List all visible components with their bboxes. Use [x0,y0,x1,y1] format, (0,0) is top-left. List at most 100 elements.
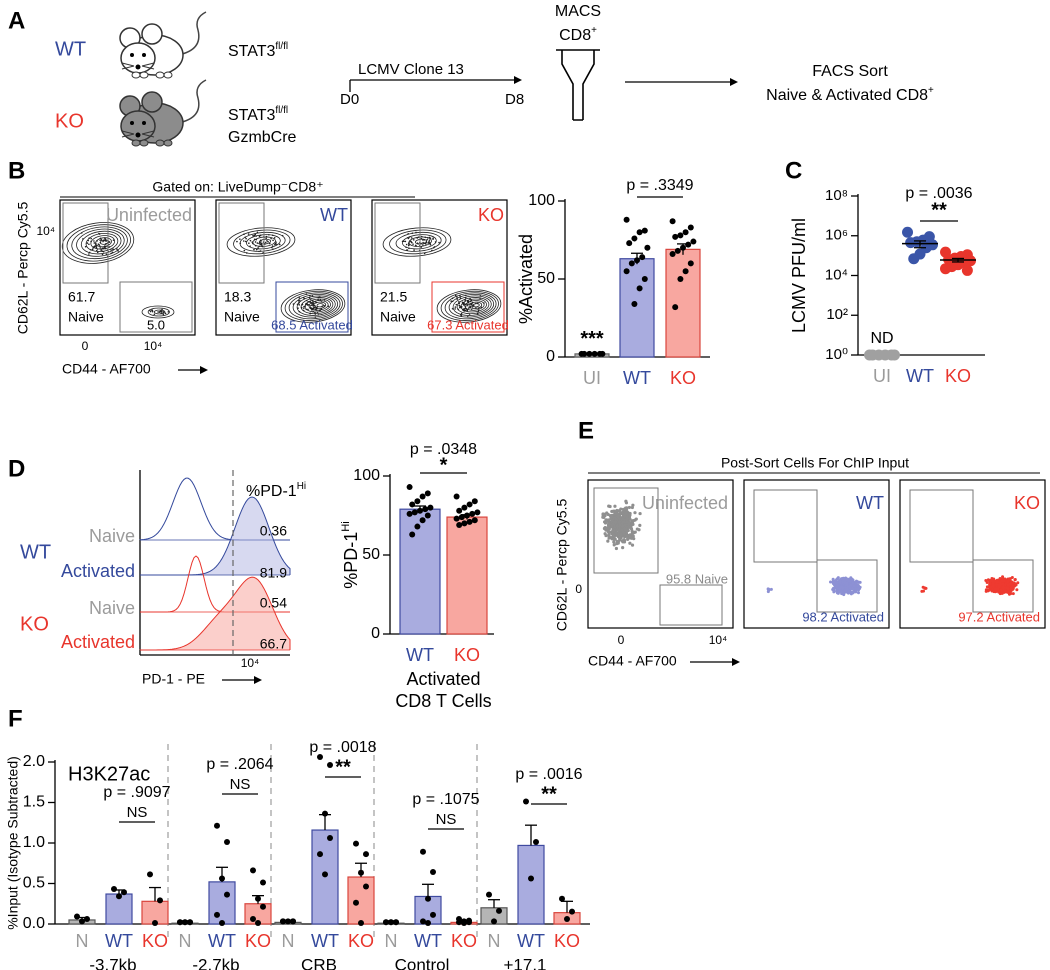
cell-dot [405,243,408,246]
cell-dot [621,546,625,550]
cell-dot [609,515,613,519]
y-axis-label: %Activated [516,234,536,324]
cell-dot [851,591,855,595]
bar [665,248,701,358]
gate [374,202,421,284]
cell-dot [257,247,259,249]
cell-dot [623,523,627,527]
series-label: KO [245,931,271,951]
contour [436,289,502,323]
cell-dot [245,237,247,240]
data-point [466,919,472,926]
x-axis-label: CD8 T Cells [395,691,491,711]
cell-dot [609,536,613,540]
data-point [523,798,529,805]
p-value: p = .0018 [309,739,376,756]
cell-dot [299,299,301,302]
cell-dot [259,243,261,246]
gate [816,559,878,613]
contour [448,293,495,318]
cell-dot [323,304,326,307]
significance: * [440,454,448,476]
cell-dot [838,579,842,583]
data-point [427,504,434,511]
contour [414,238,428,245]
cell-dot [110,249,112,251]
data-point [74,913,80,920]
y-tick-label: 10⁸ [825,187,848,204]
cell-dot [631,534,635,538]
y-tick-label: 1.0 [23,834,45,851]
contour [440,290,499,321]
series-label: KO [451,931,477,951]
data-point [214,822,220,829]
data-point [905,237,917,249]
cell-dot [612,543,616,547]
panel-label: E [578,417,594,444]
cell-dot [858,580,862,584]
cell-dot [84,245,87,248]
cell-dot [628,517,632,521]
series-label: KO [554,931,580,951]
cell-dot [612,537,616,542]
gate-value: 81.9 [260,565,287,581]
cell-dot [985,580,989,584]
mouse-whisker [141,133,155,138]
data-point [471,517,478,524]
mouse-whisker [121,65,135,70]
y-axis-label: %Input (Isotype Subtracted) [5,756,21,930]
cell-dot [632,537,636,541]
cell-dot [93,240,95,242]
x-tick-label: KO [945,366,971,386]
data-point [940,263,952,275]
gate-value: 97.2 Activated [958,609,1040,624]
cell-dot [244,240,247,243]
mouse-whisker [121,133,135,138]
group-label: WT [20,541,51,563]
p-value: p = .0016 [515,766,582,783]
data-point [888,349,900,361]
data-point [453,515,460,522]
cell-dot [837,589,841,593]
cell-dot [630,543,635,547]
mouse-ear [141,91,163,113]
data-point [564,915,570,922]
x-tick-label: WT [906,366,934,386]
cell-dot [606,512,610,517]
cell-dot [996,580,1000,584]
data-point [430,911,436,918]
data-point [669,251,676,258]
cell-dot [624,512,628,516]
x-tick-label: +17.1 [503,955,546,970]
cell-dot [829,580,833,584]
data-point [419,517,426,524]
cell-dot [993,587,997,591]
mouse-icon [119,11,207,79]
cell-dot [1002,579,1006,583]
cell-dot [615,524,619,528]
cell-dot [1011,584,1015,588]
data-point [639,254,646,261]
bar [208,881,236,925]
data-point [358,920,364,926]
p-value: p = .1075 [412,791,479,808]
bar [517,844,545,925]
data-point [322,871,328,878]
cell-dot [611,522,615,526]
contour [296,295,336,316]
cell-dot [258,235,261,238]
x-tick-label: 0 [82,339,89,353]
contour [464,300,485,311]
contour [382,227,452,257]
mouse-whisker [141,65,155,70]
data-point [406,484,413,491]
timeline-start: D0 [340,91,359,108]
mouse-eye [130,53,134,57]
cell-dot [624,506,628,510]
mouse-foot [139,71,149,79]
cell-dot [467,303,469,306]
p-value: p = .9097 [103,784,170,801]
x-axis-label: Activated [406,669,480,689]
cell-dot [847,579,851,583]
gate [753,489,818,563]
